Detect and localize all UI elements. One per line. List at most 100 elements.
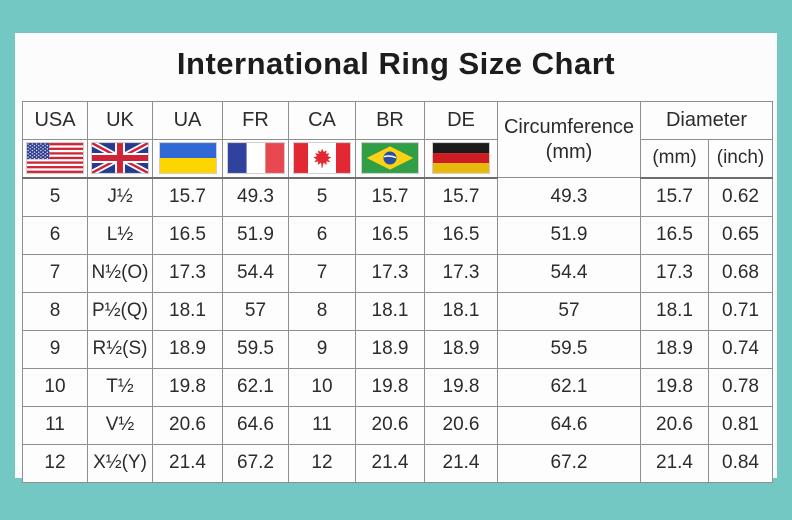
france-flag-icon <box>226 142 285 175</box>
page-title: International Ring Size Chart <box>176 46 616 81</box>
cell-circumference-mm: 67.2 <box>497 443 641 483</box>
cell-de: 18.1 <box>424 291 498 331</box>
cell-ua: 15.7 <box>152 177 223 217</box>
cell-uk: T½ <box>87 367 153 407</box>
diameter-mm-header: (mm) <box>640 139 709 179</box>
cell-circumference-mm: 57 <box>497 291 641 331</box>
france-flag-cell <box>222 139 289 179</box>
cell-fr: 57 <box>222 291 289 331</box>
cell-circumference-mm: 59.5 <box>497 329 641 369</box>
cell-diameter-mm: 18.9 <box>640 329 709 369</box>
cell-fr: 54.4 <box>222 253 289 293</box>
cell-fr: 59.5 <box>222 329 289 369</box>
column-header-ua: UA <box>152 101 223 140</box>
canada-flag-icon <box>293 142 351 175</box>
column-header-fr: FR <box>222 101 289 140</box>
cell-ca: 12 <box>288 443 356 483</box>
germany-flag-icon <box>432 142 490 175</box>
cell-ca: 10 <box>288 367 356 407</box>
cell-diameter-mm: 20.6 <box>640 405 709 445</box>
cell-diameter-inch: 0.62 <box>707 177 774 217</box>
cell-usa: 9 <box>22 329 88 369</box>
country-header-row: USA UK UA FR CA BR DE Circumference (mm)… <box>22 101 774 178</box>
table-row: 8 P½(Q) 18.1 57 8 18.1 18.1 57 18.1 0.71 <box>22 291 774 331</box>
cell-fr: 49.3 <box>222 177 289 217</box>
cell-de: 19.8 <box>424 367 498 407</box>
cell-de: 21.4 <box>424 443 498 483</box>
cell-usa: 5 <box>22 177 88 217</box>
cell-ua: 16.5 <box>152 215 223 255</box>
column-header-diameter: Diameter <box>639 101 774 140</box>
cell-uk: P½(Q) <box>87 291 153 331</box>
cell-br: 19.8 <box>355 367 425 407</box>
cell-usa: 7 <box>22 253 88 293</box>
cell-diameter-mm: 19.8 <box>640 367 709 407</box>
column-header-ca: CA <box>288 101 356 140</box>
cell-usa: 11 <box>22 405 88 445</box>
table-row: 11 V½ 20.6 64.6 11 20.6 20.6 64.6 20.6 0.81 <box>22 405 774 445</box>
cell-diameter-inch: 0.81 <box>707 405 774 445</box>
cell-usa: 8 <box>22 291 88 331</box>
cell-ua: 18.1 <box>152 291 223 331</box>
cell-diameter-inch: 0.74 <box>707 329 774 369</box>
canada-flag-cell <box>288 139 356 179</box>
table-row: 10 T½ 19.8 62.1 10 19.8 19.8 62.1 19.8 0.78 <box>22 367 774 407</box>
cell-ua: 21.4 <box>152 443 223 483</box>
cell-uk: J½ <box>87 177 153 217</box>
column-header-de: DE <box>424 101 498 140</box>
cell-uk: X½(Y) <box>87 443 153 483</box>
cell-ua: 19.8 <box>152 367 223 407</box>
cell-circumference-mm: 54.4 <box>497 253 641 293</box>
cell-uk: V½ <box>87 405 153 445</box>
cell-diameter-inch: 0.78 <box>707 367 774 407</box>
column-header-circumference: Circumference (mm) <box>497 101 641 178</box>
cell-circumference-mm: 62.1 <box>497 367 641 407</box>
cell-fr: 62.1 <box>222 367 289 407</box>
circumference-label: Circumference <box>503 115 635 138</box>
cell-fr: 64.6 <box>222 405 289 445</box>
cell-diameter-mm: 18.1 <box>640 291 709 331</box>
circumference-unit: (mm) <box>545 140 593 163</box>
cell-br: 16.5 <box>355 215 425 255</box>
cell-ua: 20.6 <box>152 405 223 445</box>
uk-flag-icon <box>91 142 149 175</box>
table-row: 6 L½ 16.5 51.9 6 16.5 16.5 51.9 16.5 0.65 <box>22 215 774 255</box>
cell-ua: 18.9 <box>152 329 223 369</box>
cell-ua: 17.3 <box>152 253 223 293</box>
cell-br: 18.1 <box>355 291 425 331</box>
cell-diameter-inch: 0.68 <box>707 253 774 293</box>
table-row: 9 R½(S) 18.9 59.5 9 18.9 18.9 59.5 18.9 0.74 <box>22 329 774 369</box>
cell-diameter-mm: 17.3 <box>640 253 709 293</box>
table-body: 5 J½ 15.7 49.3 5 15.7 15.7 49.3 15.7 0.62 6 L½ 16.5 5… <box>22 177 774 483</box>
cell-br: 21.4 <box>355 443 425 483</box>
table-row: 5 J½ 15.7 49.3 5 15.7 15.7 49.3 15.7 0.62 <box>22 177 774 217</box>
cell-uk: N½(O) <box>87 253 153 293</box>
cell-uk: R½(S) <box>87 329 153 369</box>
brazil-flag-cell <box>355 139 425 179</box>
cell-circumference-mm: 64.6 <box>497 405 641 445</box>
column-header-usa: USA <box>22 101 88 140</box>
cell-ca: 8 <box>288 291 356 331</box>
cell-fr: 67.2 <box>222 443 289 483</box>
ukraine-flag-cell <box>152 139 223 179</box>
cell-usa: 10 <box>22 367 88 407</box>
cell-de: 20.6 <box>424 405 498 445</box>
column-header-br: BR <box>355 101 425 140</box>
column-header-uk: UK <box>87 101 153 140</box>
cell-fr: 51.9 <box>222 215 289 255</box>
chart-panel: International Ring Size Chart USA UK UA … <box>15 33 777 483</box>
brazil-flag-icon <box>361 142 419 175</box>
diameter-inch-header: (inch) <box>707 139 774 179</box>
cell-de: 16.5 <box>424 215 498 255</box>
cell-uk: L½ <box>87 215 153 255</box>
cell-diameter-inch: 0.71 <box>707 291 774 331</box>
cell-diameter-inch: 0.84 <box>707 443 774 483</box>
cell-br: 17.3 <box>355 253 425 293</box>
cell-ca: 7 <box>288 253 356 293</box>
cell-usa: 12 <box>22 443 88 483</box>
usa-flag-cell <box>22 139 88 179</box>
cell-br: 15.7 <box>355 177 425 217</box>
cell-ca: 6 <box>288 215 356 255</box>
uk-flag-cell <box>87 139 153 179</box>
cell-diameter-mm: 16.5 <box>640 215 709 255</box>
